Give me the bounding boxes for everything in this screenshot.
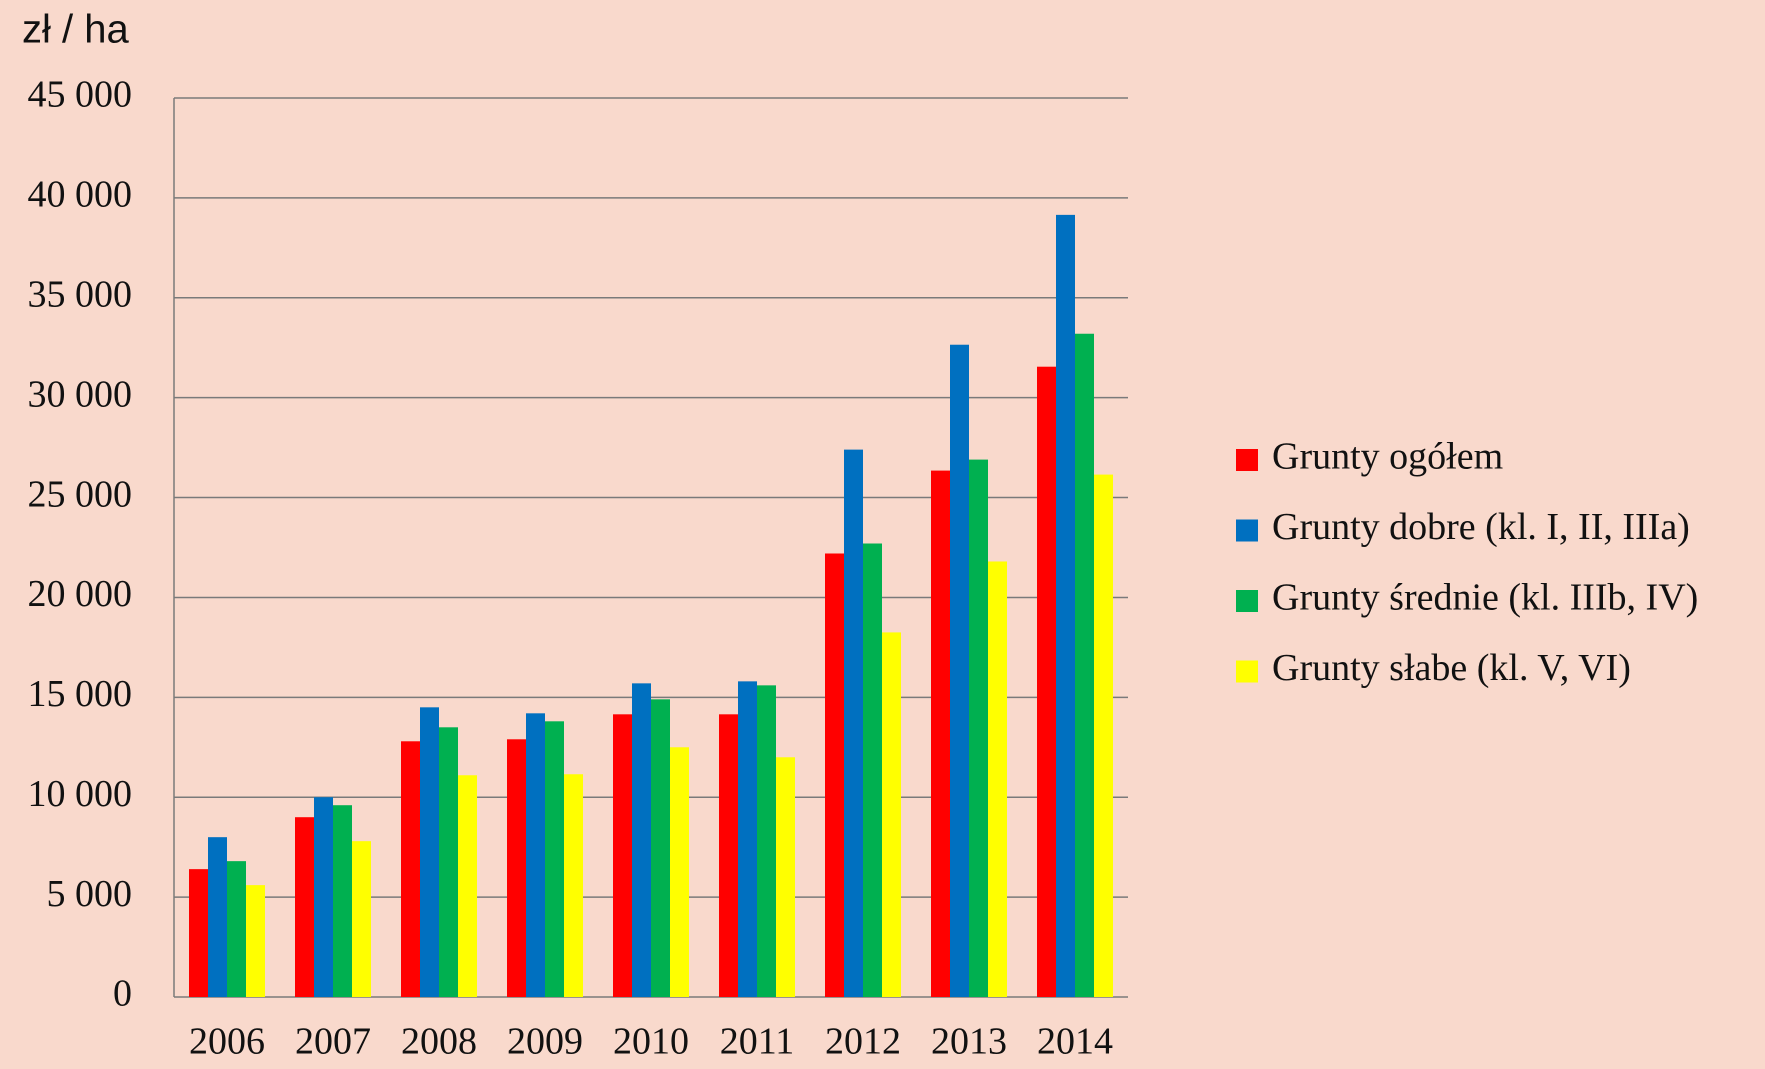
bar bbox=[757, 685, 776, 997]
bar bbox=[439, 727, 458, 997]
bar bbox=[1094, 474, 1113, 997]
x-tick-label: 2006 bbox=[189, 1021, 265, 1063]
legend-swatch bbox=[1236, 660, 1258, 683]
legend-swatch bbox=[1236, 590, 1258, 612]
x-tick-label: 2008 bbox=[401, 1021, 477, 1063]
x-tick-label: 2009 bbox=[507, 1021, 583, 1063]
bar bbox=[545, 721, 564, 997]
legend-label: Grunty dobre (kl. I, II, IIIa) bbox=[1272, 506, 1690, 548]
y-tick-label: 10 000 bbox=[28, 773, 133, 815]
bar bbox=[208, 837, 227, 997]
bar bbox=[738, 681, 757, 997]
y-tick-label: 15 000 bbox=[28, 673, 133, 715]
y-tick-label: 45 000 bbox=[28, 74, 133, 116]
bar bbox=[1075, 333, 1094, 997]
bar bbox=[825, 553, 844, 997]
bar bbox=[1037, 366, 1056, 997]
bar bbox=[844, 449, 863, 997]
bar bbox=[295, 817, 314, 997]
bar bbox=[189, 869, 208, 997]
bar bbox=[246, 885, 265, 997]
legend-label: Grunty średnie (kl. IIIb, IV) bbox=[1272, 577, 1698, 619]
bar bbox=[507, 739, 526, 997]
bar bbox=[333, 805, 352, 997]
bar bbox=[969, 459, 988, 997]
legend-swatch bbox=[1236, 449, 1258, 471]
y-tick-label: 5 000 bbox=[47, 873, 133, 915]
y-axis-label: zł / ha bbox=[22, 8, 129, 52]
x-tick-label: 2014 bbox=[1037, 1021, 1113, 1063]
y-tick-label: 30 000 bbox=[28, 373, 133, 415]
x-tick-label: 2007 bbox=[295, 1021, 371, 1063]
bar bbox=[988, 561, 1007, 997]
legend-label: Grunty ogółem bbox=[1272, 436, 1503, 478]
y-tick-label: 25 000 bbox=[28, 473, 133, 515]
bar bbox=[564, 774, 583, 997]
bar bbox=[670, 747, 689, 997]
bar bbox=[420, 707, 439, 997]
bar bbox=[863, 543, 882, 997]
y-tick-label: 0 bbox=[113, 973, 132, 1015]
bar bbox=[227, 861, 246, 997]
bar bbox=[314, 797, 333, 997]
x-tick-label: 2010 bbox=[613, 1021, 689, 1063]
bar bbox=[1056, 214, 1075, 997]
bar bbox=[632, 683, 651, 997]
x-tick-label: 2012 bbox=[825, 1021, 901, 1063]
y-tick-label: 40 000 bbox=[28, 174, 133, 216]
x-tick-label: 2011 bbox=[720, 1021, 795, 1063]
x-tick-label: 2013 bbox=[931, 1021, 1007, 1063]
y-tick-label: 35 000 bbox=[28, 273, 133, 315]
bar bbox=[719, 714, 738, 997]
bar bbox=[458, 775, 477, 997]
bar bbox=[613, 714, 632, 997]
bar bbox=[352, 841, 371, 997]
bar bbox=[931, 470, 950, 997]
y-tick-label: 20 000 bbox=[28, 573, 133, 615]
bar bbox=[401, 741, 420, 997]
legend-label: Grunty słabe (kl. V, VI) bbox=[1272, 647, 1631, 689]
legend-swatch bbox=[1236, 519, 1258, 542]
bar bbox=[651, 699, 670, 997]
bar bbox=[776, 757, 795, 997]
bar bbox=[526, 713, 545, 997]
bar bbox=[950, 344, 969, 997]
bar bbox=[882, 632, 901, 997]
